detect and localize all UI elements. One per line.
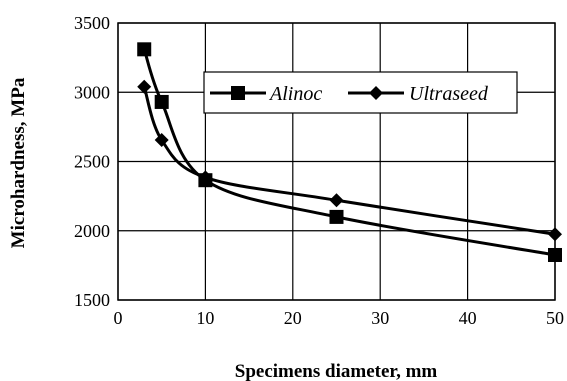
x-tick-label: 0 <box>114 308 123 328</box>
data-point-ultraseed <box>137 79 152 94</box>
y-tick-label: 3500 <box>74 13 110 33</box>
x-tick-labels: 0 10 20 30 40 50 <box>114 308 565 328</box>
x-tick-label: 50 <box>546 308 564 328</box>
y-tick-label: 1500 <box>74 290 110 310</box>
data-point-alinoc <box>137 42 152 57</box>
x-axis-title: Specimens diameter, mm <box>235 361 438 381</box>
data-point-ultraseed <box>198 170 213 185</box>
x-tick-label: 10 <box>196 308 214 328</box>
legend-label-alinoc: Alinoc <box>268 83 322 105</box>
y-tick-labels: 1500 2000 2500 3000 3500 <box>74 13 110 310</box>
series-markers <box>137 42 562 262</box>
grid-lines <box>117 22 556 301</box>
y-axis-title: Microhardness, MPa <box>8 77 29 248</box>
x-tick-label: 20 <box>284 308 302 328</box>
x-tick-label: 40 <box>459 308 477 328</box>
y-tick-label: 3000 <box>74 82 110 102</box>
data-point-ultraseed <box>154 133 169 148</box>
x-tick-label: 30 <box>371 308 389 328</box>
plot-area <box>117 22 556 301</box>
data-point-ultraseed <box>329 193 344 208</box>
data-point-ultraseed <box>548 227 562 242</box>
data-point-alinoc <box>329 209 344 224</box>
legend-marker-alinoc <box>231 86 245 100</box>
legend-label-ultraseed: Ultraseed <box>409 83 489 105</box>
y-tick-label: 2000 <box>74 221 110 241</box>
legend-marker-ultraseed <box>369 86 383 100</box>
y-tick-label: 2500 <box>74 152 110 172</box>
legend: Alinoc Ultraseed <box>203 71 518 114</box>
data-point-alinoc <box>548 247 562 262</box>
data-point-alinoc <box>154 94 169 109</box>
